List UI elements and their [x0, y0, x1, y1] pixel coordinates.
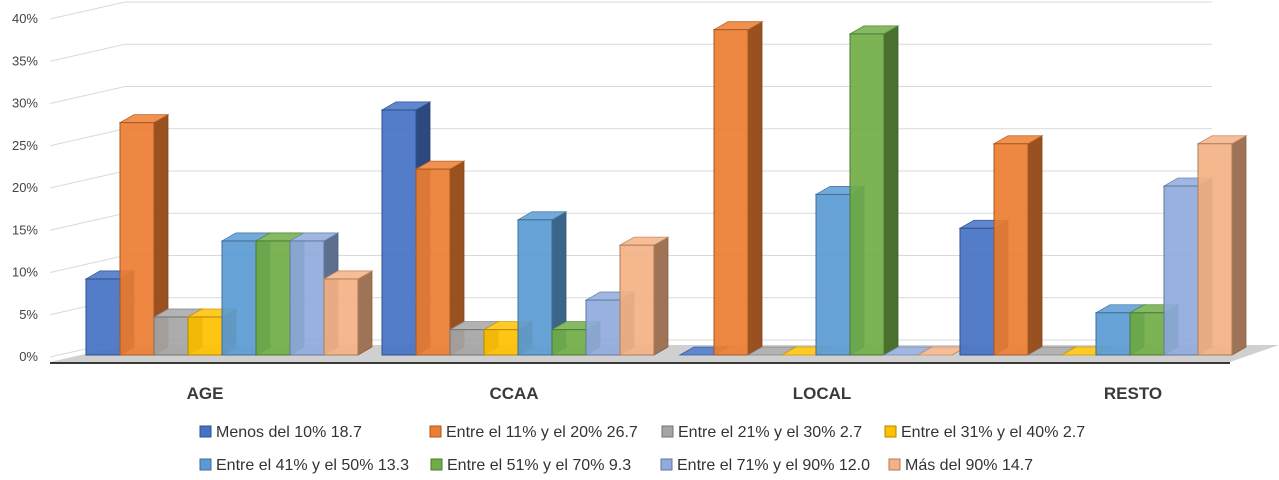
legend-label: Entre el 71% y el 90% 12.0 [677, 457, 870, 474]
bar-front [713, 29, 749, 356]
bar [618, 236, 670, 356]
legend: Menos del 10% 18.7 Entre el 11% y el 20% … [199, 424, 1085, 474]
y-tick-label: 40% [12, 11, 38, 26]
bar-front [255, 240, 291, 356]
legend-swatch [888, 458, 901, 471]
legend-label: Entre el 21% y el 30% 2.7 [678, 424, 862, 441]
bar-front [815, 193, 851, 356]
bar-front [1095, 312, 1131, 356]
bar-front [1129, 312, 1165, 356]
bar-front [449, 329, 485, 356]
gridline-diagonal [49, 1, 126, 20]
legend-label: Entre el 41% y el 50% 13.3 [216, 457, 409, 474]
bar-front [289, 240, 325, 356]
legend-label: Entre el 31% y el 40% 2.7 [901, 424, 1085, 441]
legend-swatch [429, 425, 442, 438]
legend-label: Entre el 11% y el 20% 26.7 [446, 424, 638, 441]
legend-swatch [430, 458, 443, 471]
bar-front [517, 219, 553, 356]
bar-front [85, 278, 121, 356]
legend-label: Menos del 10% 18.7 [216, 424, 362, 441]
bar-front [483, 329, 519, 356]
bar-front [415, 168, 451, 356]
bar-front [323, 278, 359, 356]
y-tick-label: 15% [12, 222, 38, 237]
bar-front [551, 329, 587, 356]
bar-front [849, 33, 885, 356]
bar-front [1163, 185, 1199, 356]
y-tick-label: 5% [19, 307, 38, 322]
y-tick-label: 0% [19, 349, 38, 364]
bar [848, 25, 900, 356]
bar-front [381, 109, 417, 356]
y-tick-label: 30% [12, 96, 38, 111]
gridline-diagonal [49, 43, 126, 62]
gridline-diagonal [49, 212, 126, 231]
legend-swatch [199, 425, 212, 438]
y-tick-label: 25% [12, 138, 38, 153]
bar-front [585, 299, 621, 356]
bar [992, 135, 1044, 356]
bar [516, 211, 568, 356]
bar-front [1197, 143, 1233, 356]
legend-label: Más del 90% 14.7 [905, 457, 1033, 474]
bars [84, 20, 1248, 356]
x-tick-label: LOCAL [793, 384, 852, 403]
x-tick-label: CCAA [489, 384, 538, 403]
bar-front [153, 316, 189, 356]
bar-front [187, 316, 223, 356]
bar-front [959, 227, 995, 356]
y-axis: 0% 5% 10% 15% 20% 25% 30% 35% 40% [12, 11, 38, 364]
bar [118, 113, 170, 356]
gridline-diagonal [49, 86, 126, 104]
legend-label: Entre el 51% y el 70% 9.3 [447, 457, 631, 474]
gridline-diagonal [49, 255, 126, 273]
bar [712, 20, 764, 356]
y-tick-label: 10% [12, 265, 38, 280]
x-tick-label: RESTO [1104, 384, 1162, 403]
gridline-diagonal [49, 170, 126, 189]
y-tick-label: 20% [12, 180, 38, 195]
x-tick-label: AGE [187, 384, 224, 403]
gridline-diagonal [49, 128, 126, 147]
y-tick-label: 35% [12, 53, 38, 68]
bar-front [619, 244, 655, 356]
bar-front [993, 143, 1029, 356]
bar-front [221, 240, 257, 356]
bar-front [119, 122, 155, 356]
bar [322, 270, 374, 356]
bar [414, 160, 466, 356]
legend-swatch [660, 458, 673, 471]
bar [1196, 135, 1248, 356]
x-axis: AGE CCAA LOCAL RESTO [187, 384, 1163, 403]
legend-swatch [199, 458, 212, 471]
legend-swatch [884, 425, 897, 438]
legend-swatch [661, 425, 674, 438]
